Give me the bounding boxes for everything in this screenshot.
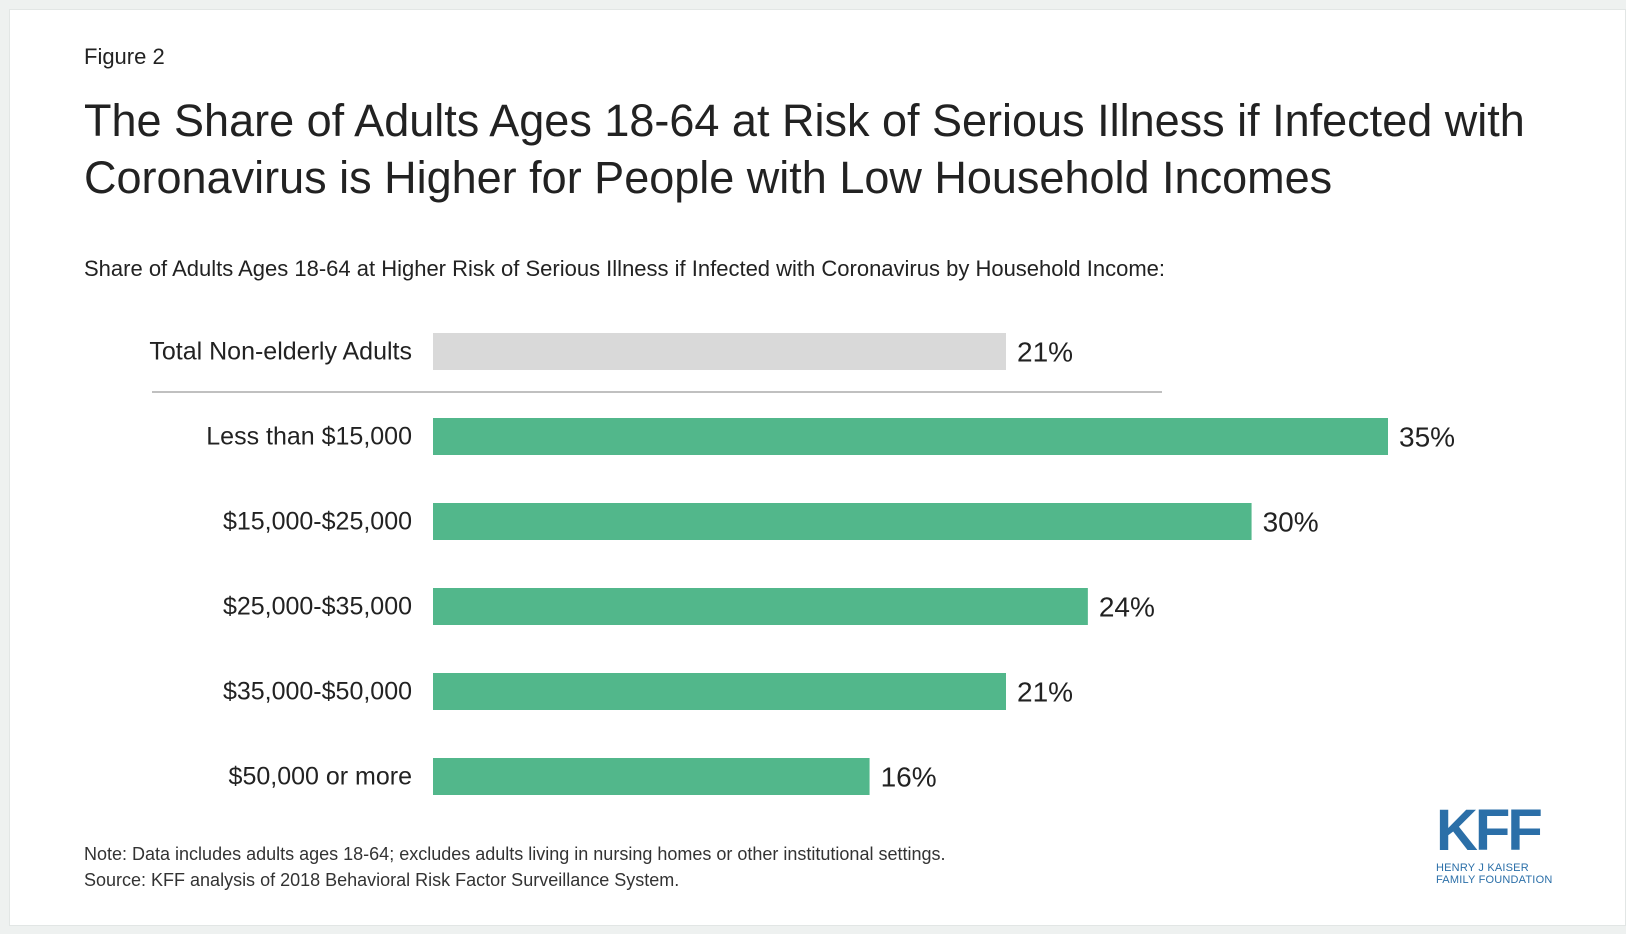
category-label: Total Non-elderly Adults — [149, 338, 412, 366]
bar-income — [433, 758, 870, 795]
category-label: $15,000-$25,000 — [223, 508, 412, 536]
bar-income — [433, 673, 1006, 710]
figure-label: Figure 2 — [84, 44, 165, 69]
data-label: 16% — [881, 762, 937, 793]
logo-line-1: HENRY J KAISER — [1436, 862, 1529, 874]
bar-income — [433, 418, 1388, 455]
category-label: $50,000 or more — [229, 763, 412, 791]
logo-line-2: FAMILY FOUNDATION — [1436, 874, 1553, 886]
data-label: 21% — [1017, 677, 1073, 708]
chart-source: Source: KFF analysis of 2018 Behavioral … — [84, 870, 680, 890]
category-label: Less than $15,000 — [206, 423, 412, 451]
category-label: $25,000-$35,000 — [223, 593, 412, 621]
bar-total — [433, 333, 1006, 370]
chart-subtitle: Share of Adults Ages 18-64 at Higher Ris… — [84, 256, 1166, 281]
logo-subtitle: HENRY J KAISER FAMILY FOUNDATION — [1436, 862, 1576, 886]
data-label: 21% — [1017, 337, 1073, 368]
data-label: 30% — [1263, 507, 1319, 538]
chart-note: Note: Data includes adults ages 18-64; e… — [84, 844, 946, 864]
bar-income — [433, 503, 1252, 540]
bar-income — [433, 588, 1088, 625]
data-label: 35% — [1399, 422, 1455, 453]
logo-mark: KFF — [1436, 798, 1543, 863]
chart-title: The Share of Adults Ages 18-64 at Risk o… — [84, 95, 1525, 203]
data-label: 24% — [1099, 592, 1155, 623]
kff-logo: KFF HENRY J KAISER FAMILY FOUNDATION — [1436, 798, 1576, 887]
category-label: $35,000-$50,000 — [223, 678, 412, 706]
